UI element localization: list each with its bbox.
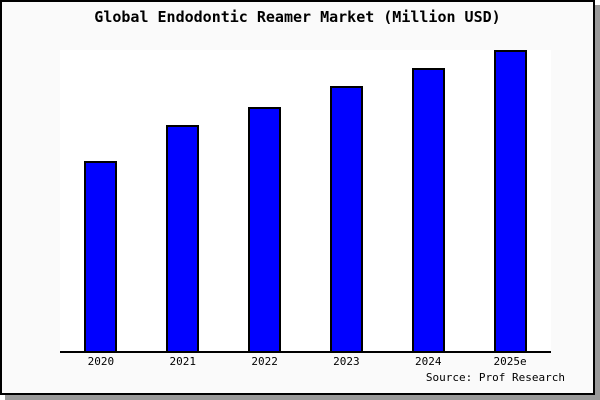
bar-2025e xyxy=(493,50,527,351)
x-tick-label-2022: 2022 xyxy=(251,355,278,368)
chart-title: Global Endodontic Reamer Market (Million… xyxy=(94,8,501,26)
bar-2024 xyxy=(411,68,445,351)
source-text: Source: Prof Research xyxy=(425,371,565,384)
chart-frame: Global Endodontic Reamer Market (Million… xyxy=(0,0,595,395)
x-tick-label-2023: 2023 xyxy=(333,355,360,368)
bar-2021 xyxy=(166,125,200,351)
x-tick-label-2025e: 2025e xyxy=(493,355,527,368)
x-tick-label-2020: 2020 xyxy=(87,355,115,368)
x-tick-label-2021: 2021 xyxy=(169,355,197,368)
bar-2023 xyxy=(329,86,363,351)
x-tick-label-2024: 2024 xyxy=(415,355,442,368)
x-axis-ticks: 2020 2021 2022 2023 2024 2025e xyxy=(60,355,551,369)
bar-2022 xyxy=(248,107,282,351)
plot-area xyxy=(60,50,551,353)
bar-2020 xyxy=(84,161,118,351)
